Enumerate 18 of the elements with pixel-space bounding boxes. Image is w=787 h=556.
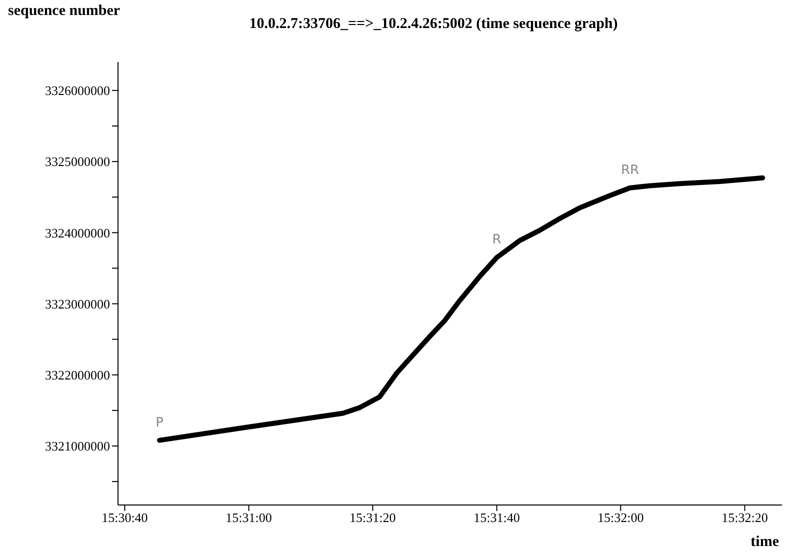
- x-axis-title: time: [750, 534, 779, 551]
- annotation: RR: [620, 162, 640, 178]
- y-tick-label: 3321000000: [45, 438, 110, 454]
- x-tick-label: 15:31:00: [226, 510, 272, 526]
- x-tick-label: 15:31:40: [474, 510, 520, 526]
- annotation: P: [156, 415, 164, 430]
- y-tick-label: 3322000000: [45, 367, 110, 382]
- y-tick-label: 3324000000: [45, 225, 110, 240]
- x-tick-label: 15:32:20: [722, 510, 768, 526]
- x-tick-label: 15:32:00: [598, 510, 644, 526]
- x-tick-label: 15:30:40: [102, 510, 148, 526]
- chart-title: 10.0.2.7:33706_==>_10.2.4.26:5002 (time sequence graph): [249, 16, 618, 32]
- annotation: R: [492, 232, 502, 248]
- x-tick-label: 15:31:20: [350, 510, 396, 526]
- y-tick-label: 3326000000: [45, 83, 110, 98]
- y-tick-label: 3323000000: [45, 296, 110, 312]
- y-axis-title: sequence number: [8, 3, 120, 20]
- y-tick-label: 3325000000: [45, 154, 110, 170]
